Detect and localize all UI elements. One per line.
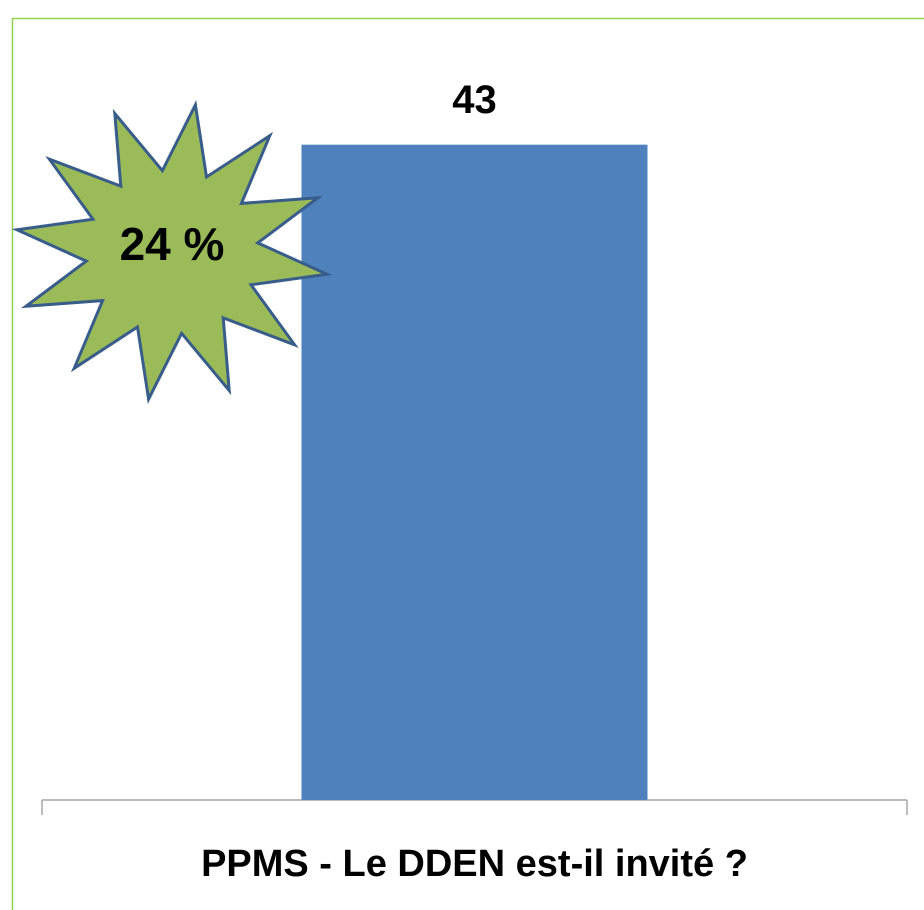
x-tick-label: PPMS - Le DDEN est-il invité ? (201, 843, 748, 885)
annotation: 24 % (120, 218, 225, 270)
bar (301, 144, 648, 800)
chart-frame (11, 17, 924, 910)
value-label: 43 (452, 78, 497, 122)
starburst (11, 100, 333, 404)
